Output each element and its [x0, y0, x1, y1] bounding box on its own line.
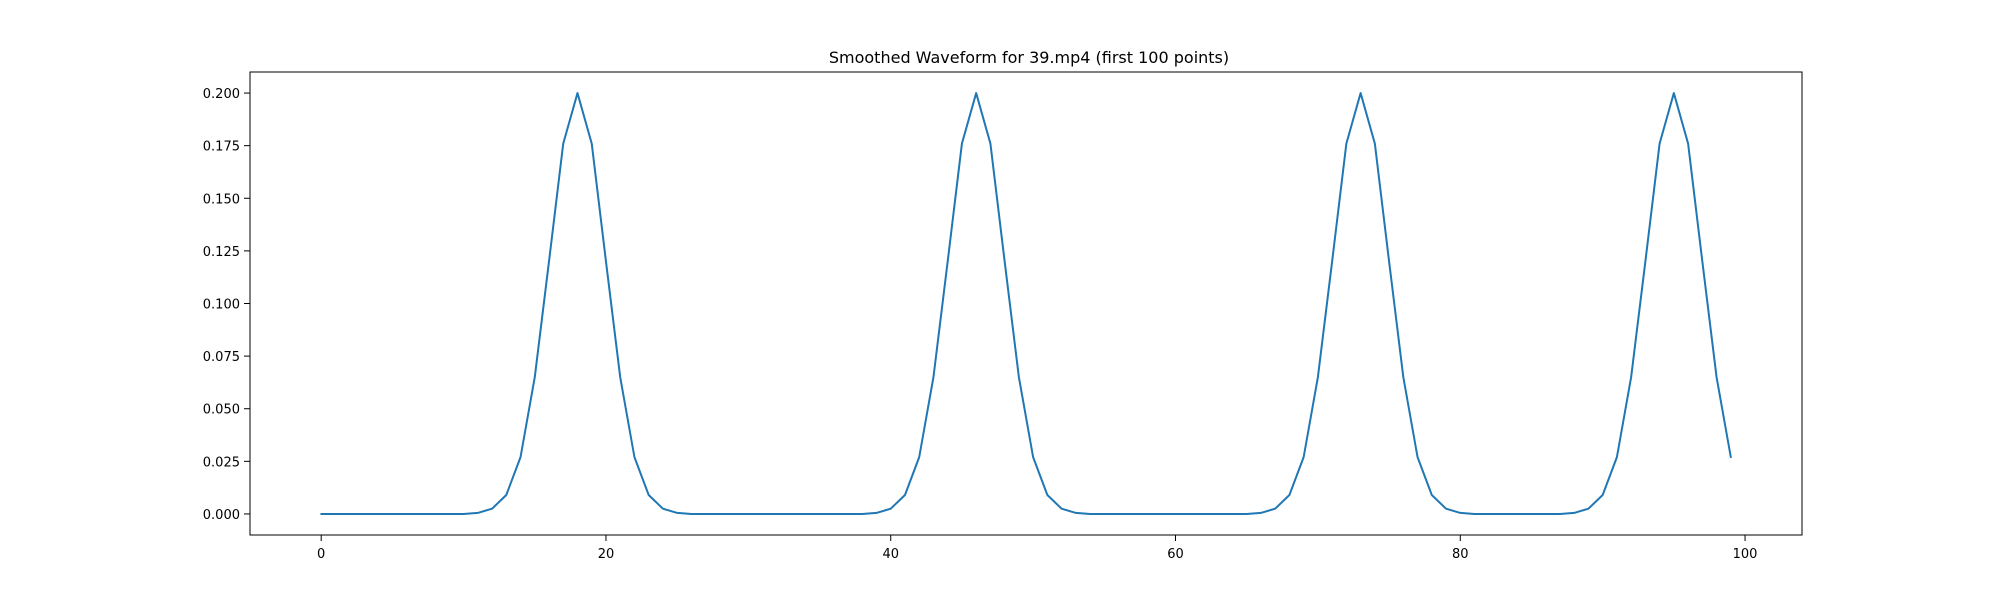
y-tick-label: 0.075: [203, 350, 240, 365]
x-tick-label: 40: [882, 547, 899, 562]
y-tick-label: 0.025: [203, 455, 240, 470]
y-tick-label: 0.200: [203, 87, 240, 102]
plot-area-frame: [249, 71, 1803, 536]
y-tick-label: 0.000: [203, 508, 240, 523]
series-layer: [320, 92, 1732, 515]
x-tick-label: 0: [317, 547, 325, 562]
x-tick-label: 100: [1733, 547, 1758, 562]
x-tick-label: 20: [598, 547, 615, 562]
x-tick-label: 80: [1452, 547, 1469, 562]
y-tick-label: 0.150: [203, 192, 240, 207]
y-tick-label: 0.100: [203, 298, 240, 313]
tick-layer: 0 20 40 60 80 100 0.000 0.025 0.050 0.075 0.100 0.1…: [203, 87, 1758, 562]
y-tick-label: 0.050: [203, 403, 240, 418]
y-tick-label: 0.175: [203, 140, 240, 155]
x-tick-label: 60: [1167, 547, 1184, 562]
chart-title: Smoothed Waveform for 39.mp4 (first 100 …: [829, 48, 1229, 67]
waveform-series-line: [320, 92, 1732, 515]
y-tick-label: 0.125: [203, 245, 240, 260]
